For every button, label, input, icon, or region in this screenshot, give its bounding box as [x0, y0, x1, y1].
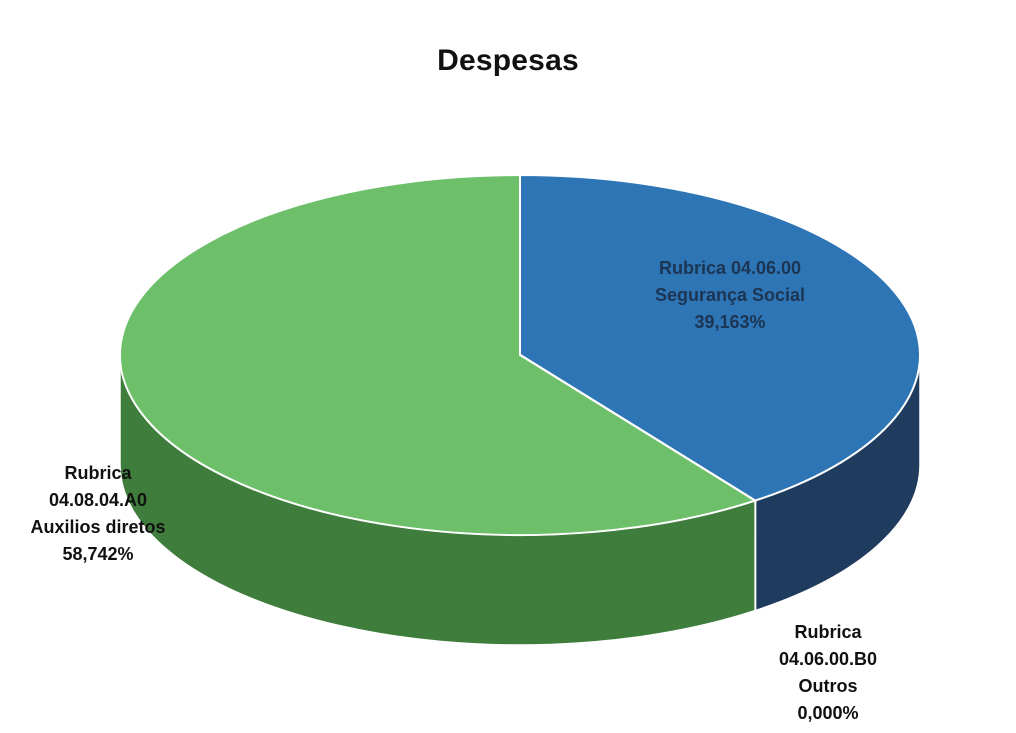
- slice-label-line: 58,742%: [62, 544, 134, 564]
- slice-label-line: 04.08.04.A0: [48, 490, 148, 510]
- slice-label-outros: Rubrica 04.06.00.B0 Outros 0,000%: [738, 619, 918, 727]
- pie-top-faces: [119, 173, 921, 536]
- slice-label-line: 39,163%: [694, 312, 766, 332]
- slice-label-line: Segurança Social: [654, 285, 806, 305]
- pie-slice-auxilios: [119, 173, 758, 536]
- slice-label-line: Rubrica 04.06.00: [658, 258, 802, 278]
- slice-label-seguranca-social: Rubrica 04.06.00 Segurança Social 39,163…: [600, 255, 860, 336]
- slice-label-line: Rubrica: [64, 463, 132, 483]
- slice-label-line: 0,000%: [797, 703, 859, 723]
- slice-label-line: 04.06.00.B0: [778, 649, 878, 669]
- slice-label-line: Outros: [798, 676, 858, 696]
- slice-label-auxilios-diretos: Rubrica 04.08.04.A0 Auxilios diretos 58,…: [8, 460, 188, 568]
- chart-title: Despesas: [437, 44, 579, 77]
- pie-slice-seguranca: [519, 173, 921, 502]
- slice-label-line: Auxilios diretos: [30, 517, 166, 537]
- slice-label-line: Rubrica: [794, 622, 862, 642]
